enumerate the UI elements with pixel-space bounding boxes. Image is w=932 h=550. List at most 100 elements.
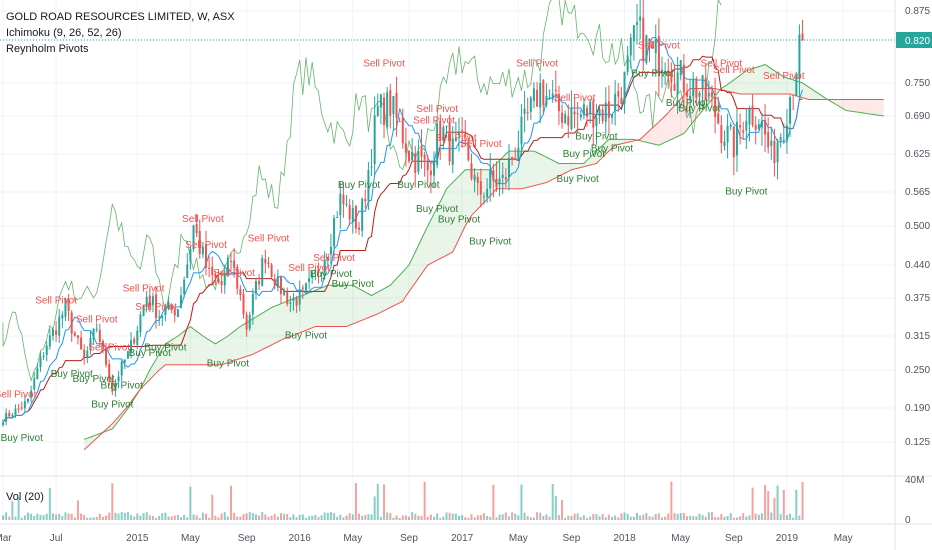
- candle-body: [729, 124, 732, 128]
- candle-body: [2, 422, 4, 426]
- volume-bar: [582, 515, 585, 520]
- candle-body: [233, 260, 236, 269]
- cloud-segment: [377, 290, 381, 314]
- cloud-segment: [733, 77, 737, 94]
- candle-body: [404, 143, 407, 153]
- volume-bar: [329, 512, 332, 520]
- volume-bar: [423, 481, 426, 520]
- cloud-segment: [118, 413, 122, 421]
- candle-body: [142, 305, 145, 316]
- volume-bar: [248, 512, 251, 520]
- candle-body: [648, 38, 651, 48]
- buy-pivot-label: Buy Pivot: [575, 132, 617, 143]
- candle-body: [748, 108, 751, 125]
- cloud-segment: [552, 160, 556, 180]
- ichimoku-legend[interactable]: Ichimoku (9, 26, 52, 26): [6, 27, 122, 39]
- volume-bar: [386, 512, 389, 520]
- cloud-segment: [334, 285, 338, 327]
- volume-bar: [229, 485, 232, 520]
- volume-bar: [648, 516, 651, 520]
- cloud-segment: [430, 213, 435, 264]
- price-tick-label: 0.375: [905, 293, 930, 304]
- volume-bar: [214, 515, 217, 520]
- buy-pivot-label: Buy Pivot: [666, 98, 708, 109]
- volume-bar: [554, 496, 557, 520]
- cloud-segment: [852, 99, 856, 112]
- cloud-segment: [230, 331, 235, 362]
- volume-legend[interactable]: Vol (20): [6, 491, 44, 503]
- candle-body: [167, 302, 170, 309]
- candle-body: [358, 227, 361, 230]
- candle-body: [239, 289, 242, 295]
- volume-bar: [51, 513, 54, 520]
- candle-body: [220, 281, 223, 286]
- volume-bar: [14, 516, 17, 520]
- cloud-segment: [840, 99, 844, 109]
- cloud-segment: [568, 163, 572, 172]
- time-tick-label: Sep: [563, 533, 581, 544]
- cloud-segment: [337, 285, 341, 327]
- sell-pivot-label: Sell Pivot: [0, 390, 37, 401]
- volume-bar: [26, 512, 29, 520]
- cloud-segment: [380, 288, 385, 313]
- candle-body: [164, 308, 167, 316]
- sell-pivot-label: Sell Pivot: [554, 93, 596, 104]
- candle-body: [283, 290, 286, 296]
- buy-pivot-label: Buy Pivot: [678, 104, 720, 115]
- candle-body: [592, 100, 595, 128]
- cloud-segment: [587, 157, 591, 166]
- volume-bar: [145, 512, 148, 520]
- time-tick-label: Sep: [238, 533, 256, 544]
- buy-pivot-label: Buy Pivot: [144, 343, 186, 354]
- volume-bar: [689, 515, 692, 520]
- candle-body: [386, 92, 389, 128]
- cloud-segment: [206, 337, 210, 365]
- candle-body: [792, 94, 795, 96]
- volume-bar: [239, 516, 242, 520]
- volume-bar: [433, 516, 436, 520]
- volume-bar: [326, 512, 329, 520]
- volume-bar: [251, 512, 254, 520]
- cloud-segment: [871, 99, 875, 115]
- candle-body: [314, 270, 317, 272]
- volume-bar: [258, 515, 261, 520]
- volume-bar: [2, 515, 4, 520]
- candle-body: [373, 115, 376, 165]
- volume-bar: [364, 514, 367, 520]
- candle-body: [245, 314, 248, 330]
- candle-body: [623, 71, 626, 104]
- volume-bar: [367, 514, 370, 520]
- candle-body: [317, 269, 320, 274]
- volume-bar: [142, 513, 145, 520]
- candle-body: [367, 170, 370, 202]
- candle-body: [561, 112, 564, 123]
- cloud-segment: [224, 336, 228, 364]
- price-tick-label: 0.750: [905, 78, 930, 89]
- volume-bar: [557, 515, 560, 520]
- volume-bar: [426, 516, 429, 520]
- cloud-segment: [805, 85, 809, 100]
- volume-bar: [245, 513, 248, 520]
- volume-bar: [482, 513, 485, 520]
- cloud-segment: [412, 252, 416, 288]
- pivots-legend[interactable]: Reynholm Pivots: [6, 43, 89, 55]
- time-tick-label: Sep: [400, 533, 418, 544]
- cloud-segment: [262, 311, 266, 350]
- cloud-segment: [162, 343, 166, 368]
- candle-body: [779, 137, 782, 141]
- volume-bar: [498, 514, 501, 520]
- candle-body: [392, 96, 395, 115]
- cloud-segment: [343, 285, 347, 327]
- symbol-title[interactable]: GOLD ROAD RESOURCES LIMITED, W, ASX: [6, 11, 235, 23]
- candle-body: [448, 123, 451, 162]
- volume-bar: [180, 517, 183, 520]
- volume-bar: [592, 513, 595, 520]
- grid-lines: [0, 0, 895, 520]
- candle-body: [601, 109, 604, 122]
- volume-bar: [223, 512, 226, 520]
- volume-bar: [567, 515, 570, 520]
- candle-body: [579, 114, 582, 118]
- volume-bar: [361, 515, 364, 520]
- volume-bar: [411, 512, 414, 520]
